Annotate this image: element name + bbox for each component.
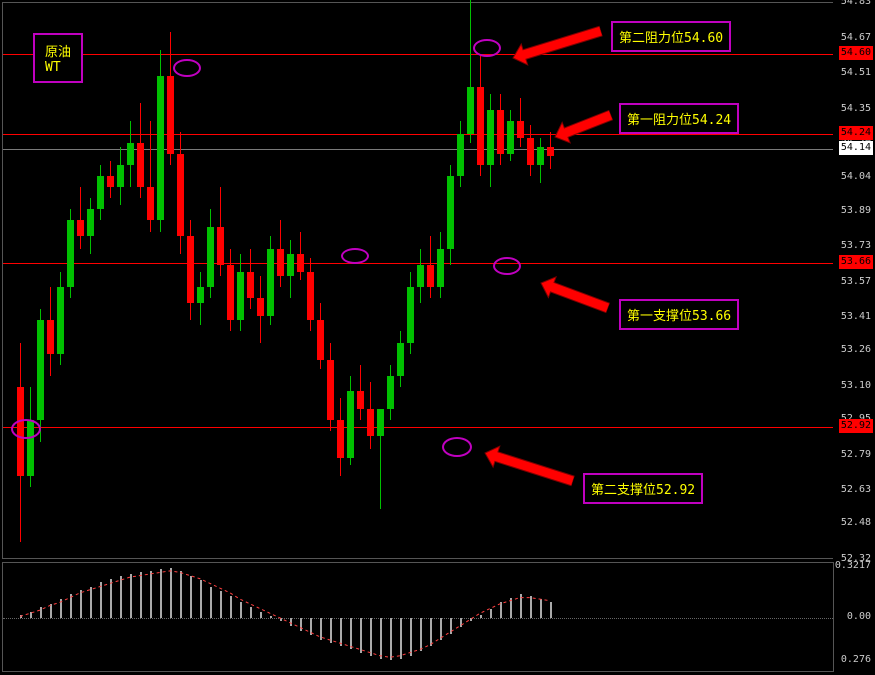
highlight-ellipse: [173, 59, 201, 77]
y-tick: 54.83: [841, 0, 871, 7]
price-label: 54.14: [839, 141, 873, 155]
macd-panel[interactable]: [2, 562, 834, 672]
chart-title-box: 原油WT: [33, 33, 83, 83]
y-tick: 52.63: [841, 484, 871, 495]
horizontal-line: [3, 54, 833, 55]
price-axis: 54.8354.6754.5154.3554.2054.0453.8953.73…: [833, 2, 873, 559]
indicator-axis: 0.3217 0.00 0.276: [833, 562, 873, 672]
horizontal-line: [3, 263, 833, 264]
y-tick: 54.35: [841, 103, 871, 114]
candlestick-chart: 原油WT 第二阻力位54.60 第一阻力位54.24 第一支撑位53.66 第二支撑位5…: [0, 0, 875, 675]
annotation-box: 第一阻力位54.24: [619, 103, 739, 134]
price-panel[interactable]: 原油WT 第二阻力位54.60 第一阻力位54.24 第一支撑位53.66 第二支撑位5…: [2, 2, 834, 559]
indicator-tick: 0.3217: [835, 560, 871, 571]
price-label: 53.66: [839, 255, 873, 269]
annotation-box: 第二支撑位52.92: [583, 473, 703, 504]
annotation-box: 第二阻力位54.60: [611, 21, 731, 52]
y-tick: 53.73: [841, 240, 871, 251]
highlight-ellipse: [11, 419, 41, 439]
macd-signal-line: [3, 563, 835, 673]
y-tick: 52.79: [841, 449, 871, 460]
y-tick: 53.10: [841, 380, 871, 391]
y-tick: 53.57: [841, 276, 871, 287]
arrow-icon: [461, 433, 577, 496]
arrow-icon: [489, 17, 605, 79]
price-label: 54.60: [839, 46, 873, 60]
y-tick: 53.89: [841, 205, 871, 216]
highlight-ellipse: [493, 257, 521, 275]
horizontal-line: [3, 134, 833, 135]
price-label: 54.24: [839, 126, 873, 140]
y-tick: 53.26: [841, 344, 871, 355]
price-label: 52.92: [839, 419, 873, 433]
y-tick: 54.51: [841, 67, 871, 78]
arrow-icon: [517, 262, 613, 322]
horizontal-line: [3, 427, 833, 428]
annotation-box: 第一支撑位53.66: [619, 299, 739, 330]
y-tick: 52.48: [841, 517, 871, 528]
y-tick: 54.67: [841, 32, 871, 43]
y-tick: 53.41: [841, 311, 871, 322]
highlight-ellipse: [341, 248, 369, 264]
y-tick: 54.04: [841, 171, 871, 182]
indicator-tick: 0.276: [841, 654, 871, 665]
indicator-tick: 0.00: [847, 611, 871, 622]
